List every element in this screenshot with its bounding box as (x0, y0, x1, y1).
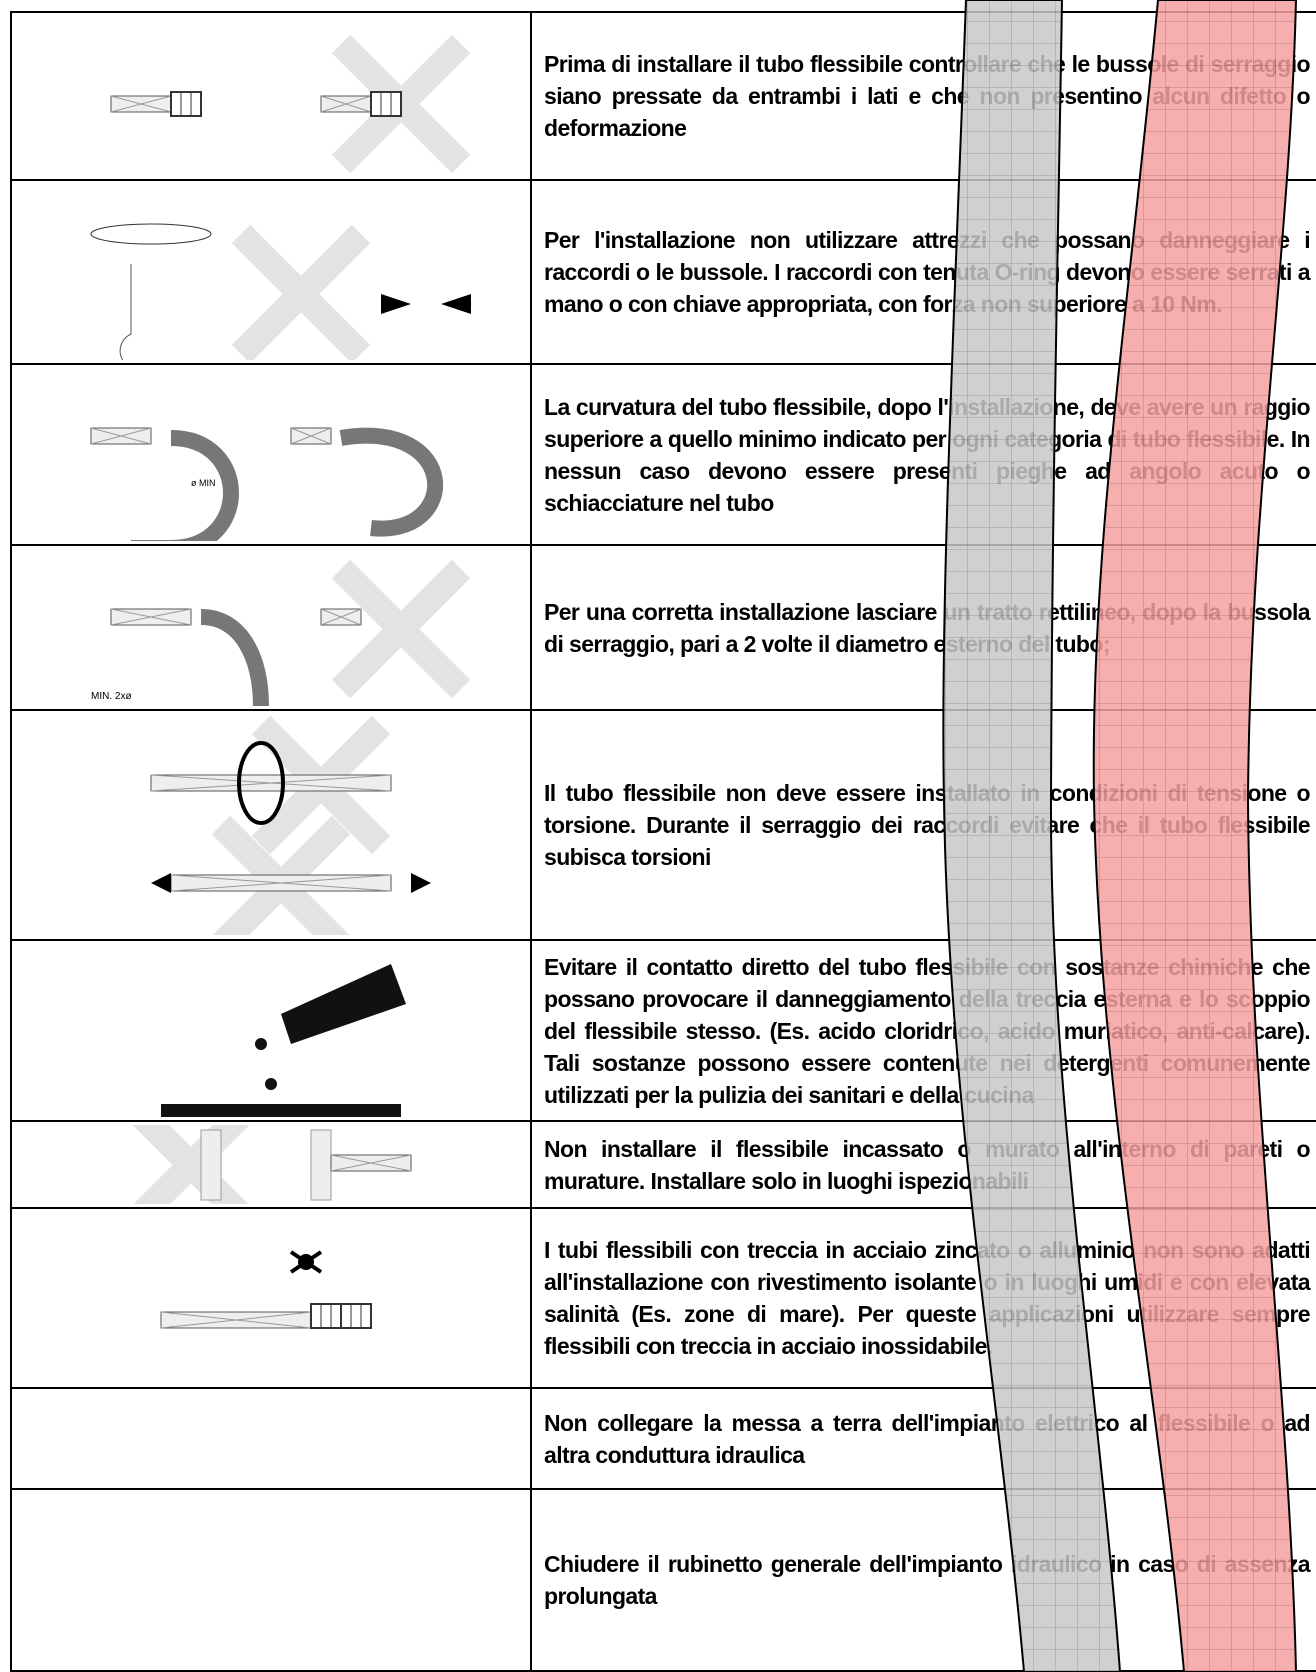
illustration: ø MIN (90, 427, 444, 541)
instruction-text: Per l'installazione non utilizzare attre… (530, 179, 1316, 365)
illustration (161, 964, 406, 1117)
table-row: Evitare il contatto diretto del tubo fle… (10, 939, 1316, 1122)
instruction-text: Non installare il flessibile incassato o… (530, 1120, 1316, 1209)
figure-label: ø MIN (191, 478, 216, 488)
instruction-text: Non collegare la messa a terra dell'impi… (530, 1387, 1316, 1490)
instruction-text: Evitare il contatto diretto del tubo fle… (530, 939, 1316, 1122)
instruction-text: Prima di installare il tubo flessibile c… (530, 11, 1316, 181)
table-row: Chiudere il rubinetto generale dell'impi… (10, 1488, 1316, 1672)
figure-label: MIN. 2xø (91, 691, 132, 702)
illustration: MIN. 2xø (91, 559, 471, 706)
illustration-cell (10, 179, 532, 365)
table-row: I tubi flessibili con treccia in acciaio… (10, 1207, 1316, 1389)
illustration-cell (10, 1207, 532, 1389)
illustration (132, 1125, 412, 1204)
instructions-table: Prima di installare il tubo flessibile c… (10, 11, 1316, 1672)
illustration-cell (10, 1120, 532, 1209)
illustration-cell (10, 709, 532, 941)
instruction-text: I tubi flessibili con treccia in acciaio… (530, 1207, 1316, 1389)
illustration-cell (10, 1387, 532, 1490)
table-row: Prima di installare il tubo flessibile c… (10, 11, 1316, 181)
illustration (110, 34, 471, 174)
illustration-cell (10, 11, 532, 181)
illustration (160, 1250, 372, 1329)
instruction-text: Per una corretta installazione lasciare … (530, 544, 1316, 711)
table-row: Il tubo flessibile non deve essere insta… (10, 709, 1316, 941)
instruction-text: La curvatura del tubo flessibile, dopo l… (530, 363, 1316, 546)
illustration-cell (10, 1488, 532, 1672)
table-row: Non collegare la messa a terra dell'impi… (10, 1387, 1316, 1490)
illustration (150, 715, 431, 935)
table-row: Non installare il flessibile incassato o… (10, 1120, 1316, 1209)
illustration-cell: ø MIN (10, 363, 532, 546)
table-row: Per l'installazione non utilizzare attre… (10, 179, 1316, 365)
illustration-cell (10, 939, 532, 1122)
table-row: MIN. 2xø Per una corretta installazione l… (10, 544, 1316, 711)
illustration (90, 223, 471, 360)
instruction-text: Il tubo flessibile non deve essere insta… (530, 709, 1316, 941)
illustration-cell: MIN. 2xø (10, 544, 532, 711)
table-row: ø MIN La curvatura del tubo flessibile, d… (10, 363, 1316, 546)
instruction-text: Chiudere il rubinetto generale dell'impi… (530, 1488, 1316, 1672)
